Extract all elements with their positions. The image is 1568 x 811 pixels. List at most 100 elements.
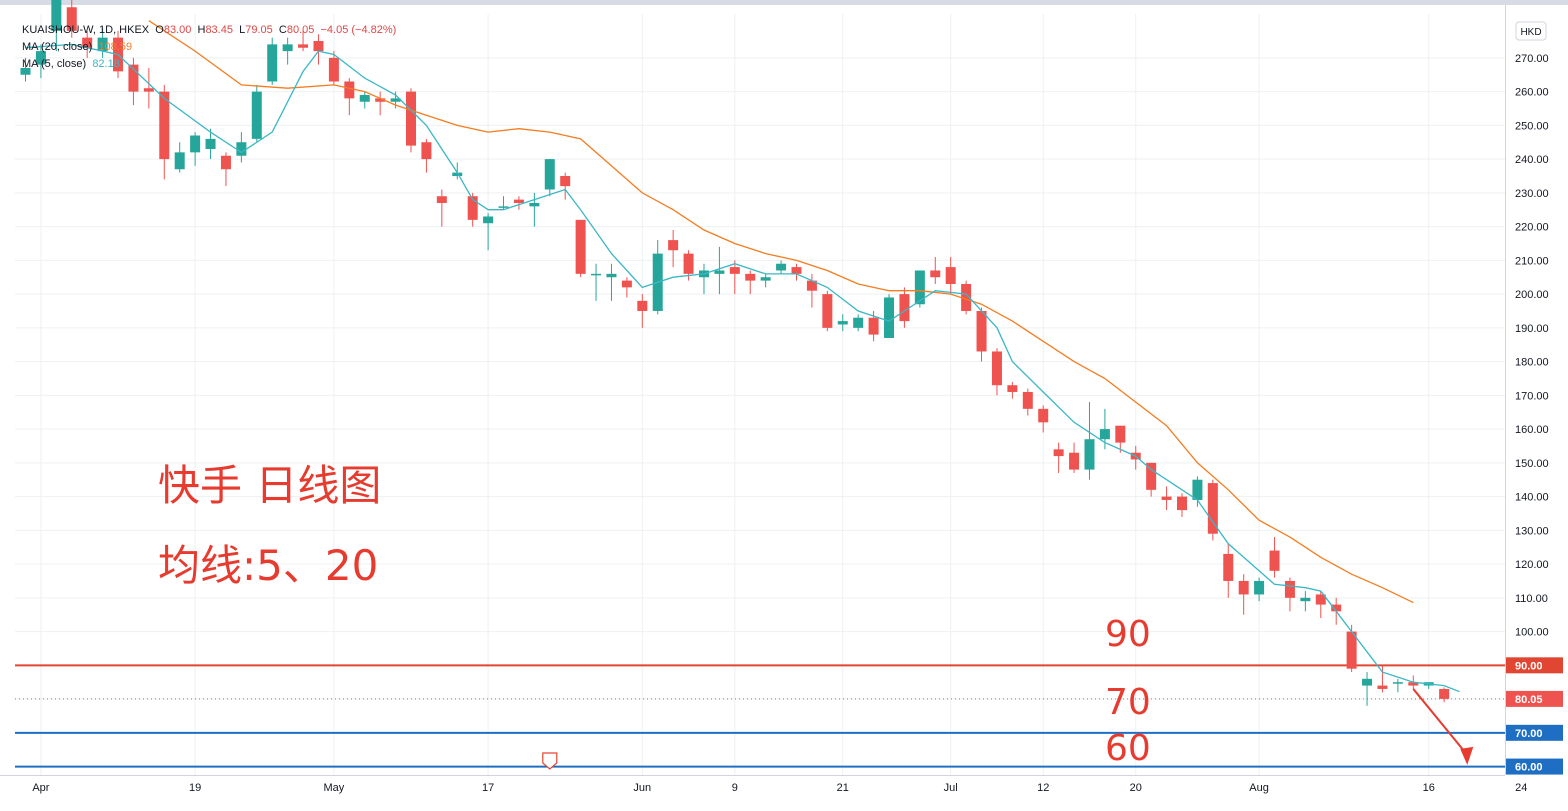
candle <box>1007 381 1018 399</box>
candle-body <box>1331 604 1342 612</box>
candle <box>621 277 632 298</box>
annotation-level-90: 90 <box>1105 614 1151 655</box>
candle <box>66 0 77 38</box>
candle <box>776 260 787 274</box>
price-label-text-60: 60.00 <box>1515 762 1543 774</box>
candle <box>914 270 925 308</box>
candle-body <box>128 64 139 92</box>
ohlc-legend-row: KUAISHOU-W, 1D, HKEX O83.00 H83.45 L79.0… <box>22 22 396 39</box>
candle-body <box>1223 553 1234 581</box>
candle-body <box>467 196 478 220</box>
candle <box>1115 425 1126 453</box>
candle <box>35 44 46 79</box>
candle <box>729 260 740 295</box>
candle <box>359 91 370 109</box>
candle <box>498 196 509 210</box>
candle-body <box>359 94 370 102</box>
candle-body <box>668 240 679 251</box>
low-label: L <box>239 24 246 36</box>
price-axis: 60.0070.0080.0090.00100.00110.00120.0013… <box>1505 5 1568 806</box>
candle-body <box>1300 597 1311 602</box>
candle-body <box>806 280 817 291</box>
candle-body <box>1269 550 1280 571</box>
open-label: O <box>155 24 164 36</box>
candle <box>544 159 555 197</box>
candle-body <box>544 159 555 190</box>
price-tick-label: 190.00 <box>1515 323 1549 335</box>
candle-body <box>51 0 62 31</box>
candle <box>991 348 1002 396</box>
price-tick-label: 100.00 <box>1515 627 1549 639</box>
time-tick-label: 24 <box>1515 782 1527 794</box>
price-tick-label: 230.00 <box>1515 188 1549 200</box>
candle <box>1439 687 1450 703</box>
candle-body <box>205 138 216 149</box>
price-tick-label: 110.00 <box>1515 593 1548 605</box>
candle <box>791 263 802 281</box>
candle-body <box>390 98 401 102</box>
annotation-level-60: 60 <box>1105 728 1151 769</box>
candle-body <box>452 172 463 176</box>
candle <box>344 78 355 116</box>
candle-body <box>1146 462 1157 490</box>
price-tick-label: 160.00 <box>1515 424 1549 436</box>
candle-body <box>776 263 787 271</box>
time-tick-label: 16 <box>1423 782 1435 794</box>
ma5-legend-row[interactable]: MA (5, close) 82.18 <box>22 56 396 73</box>
candle-body <box>282 44 293 52</box>
candle-body <box>945 267 956 284</box>
candle-body <box>1315 594 1326 605</box>
down-arrow-shaft <box>1412 688 1469 756</box>
price-tick-label: 260.00 <box>1515 87 1549 99</box>
candle-body <box>236 142 247 156</box>
candle-body <box>1069 452 1080 470</box>
candle <box>436 189 447 227</box>
candle <box>1069 442 1080 473</box>
price-tick-label: 210.00 <box>1515 255 1549 267</box>
candle <box>822 290 833 332</box>
chart-annotation-ma: 均线:5、20 <box>158 541 379 590</box>
candle-body <box>298 44 309 48</box>
ma20-legend-row[interactable]: MA (20, close) 108.59 <box>22 39 396 56</box>
time-tick-label: Jun <box>633 782 651 794</box>
candle-body <box>1254 580 1265 595</box>
price-tick-label: 150.00 <box>1515 458 1549 470</box>
candle <box>1161 486 1172 511</box>
candle <box>837 314 848 332</box>
candle <box>1254 577 1265 602</box>
candle <box>1392 678 1403 693</box>
candle-body <box>20 67 31 75</box>
price-tick-label: 240.00 <box>1515 154 1549 166</box>
candle-body <box>313 40 324 52</box>
candle-body <box>822 294 833 328</box>
candle-body <box>868 317 879 335</box>
candle <box>698 263 709 295</box>
candle <box>760 273 771 288</box>
candle <box>1177 493 1187 517</box>
candle-body <box>421 142 432 160</box>
candle-body <box>930 270 941 278</box>
candle-body <box>1207 483 1218 534</box>
price-tick-label: 120.00 <box>1515 559 1549 571</box>
candle-body <box>1084 439 1095 470</box>
candle-body <box>220 155 231 170</box>
candle <box>174 142 185 173</box>
price-tick-label: 220.00 <box>1515 222 1549 234</box>
price-tick-label: 140.00 <box>1515 492 1549 504</box>
candle <box>267 37 278 85</box>
price-tick-label: 180.00 <box>1515 357 1549 369</box>
candle-body <box>328 57 339 82</box>
candle <box>930 256 941 284</box>
candle <box>961 280 972 315</box>
candle-body <box>899 294 910 322</box>
candle <box>1022 388 1033 416</box>
candle-body <box>560 175 571 187</box>
chart-legend: KUAISHOU-W, 1D, HKEX O83.00 H83.45 L79.0… <box>22 22 396 73</box>
candle <box>884 294 895 338</box>
candle-body <box>1408 682 1419 686</box>
earnings-marker-icon <box>542 752 558 770</box>
time-tick-label: 20 <box>1130 782 1142 794</box>
chart-annotation-title: 快手 日线图 <box>158 461 382 510</box>
